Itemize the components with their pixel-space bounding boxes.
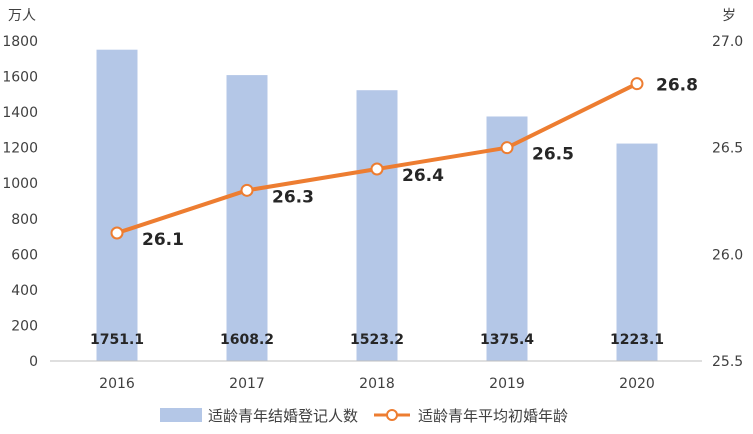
- legend-line-marker: [386, 409, 398, 421]
- x-axis-tick-label: 2019: [489, 376, 525, 392]
- line-series: 26.1 26.3 26.4 26.5 26.8: [110, 76, 698, 250]
- legend-bar-label: 适龄青年结婚登记人数: [208, 407, 358, 425]
- line-data-label: 26.1: [142, 230, 184, 250]
- bar: [486, 116, 528, 362]
- bar-data-label: 1223.1: [610, 332, 664, 348]
- line-data-label: 26.5: [532, 145, 574, 165]
- bar: [616, 143, 658, 361]
- line-data-label: 26.8: [656, 76, 698, 96]
- bar-data-label: 1523.2: [350, 332, 404, 348]
- left-axis-tick-label: 1200: [2, 141, 38, 157]
- left-axis-tick-label: 600: [11, 247, 38, 263]
- left-axis-tick-label: 1600: [2, 70, 38, 86]
- left-axis-unit: 万人: [8, 8, 36, 24]
- left-axis-tick-label: 1000: [2, 176, 38, 192]
- left-axis-tick-label: 1400: [2, 105, 38, 121]
- right-axis-tick-label: 25.5: [712, 354, 743, 370]
- line-point: [110, 226, 124, 240]
- line-point: [630, 77, 644, 91]
- line-point: [500, 141, 514, 155]
- line-point: [370, 162, 384, 176]
- x-axis-ticks: 2016 2017 2018 2019 2020: [99, 376, 655, 392]
- line-data-label: 26.4: [402, 166, 444, 186]
- bar: [356, 90, 398, 361]
- right-axis-ticks: 25.5 26.0 26.5 27.0: [712, 34, 743, 370]
- left-axis-tick-label: 0: [29, 354, 38, 370]
- legend-bar-swatch: [160, 408, 202, 422]
- bar-data-label: 1375.4: [480, 332, 534, 348]
- x-axis-tick-label: 2017: [229, 376, 265, 392]
- left-axis-tick-label: 1800: [2, 34, 38, 50]
- right-axis-tick-label: 27.0: [712, 34, 743, 50]
- right-axis-tick-label: 26.5: [712, 141, 743, 157]
- x-axis-tick-label: 2018: [359, 376, 395, 392]
- bar-data-label: 1608.2: [220, 332, 274, 348]
- line-data-label: 26.3: [272, 187, 314, 207]
- left-axis-ticks: 0 200 400 600 800 1000 1200 1400 1600 1800: [2, 34, 38, 370]
- left-axis-tick-label: 200: [11, 318, 38, 334]
- left-axis-tick-label: 400: [11, 283, 38, 299]
- bar: [226, 75, 268, 361]
- x-axis-tick-label: 2020: [619, 376, 655, 392]
- legend-line-label: 适龄青年平均初婚年龄: [418, 407, 568, 425]
- x-axis-tick-label: 2016: [99, 376, 135, 392]
- left-axis-tick-label: 800: [11, 212, 38, 228]
- legend: 适龄青年结婚登记人数 适龄青年平均初婚年龄: [160, 407, 568, 425]
- bar: [96, 49, 138, 362]
- right-axis-unit: 岁: [722, 8, 736, 24]
- right-axis-tick-label: 26.0: [712, 247, 743, 263]
- bar-series: 1751.1 1608.2 1523.2 1375.4 1223.1: [90, 49, 664, 362]
- bar-data-label: 1751.1: [90, 332, 144, 348]
- line-point: [240, 183, 254, 197]
